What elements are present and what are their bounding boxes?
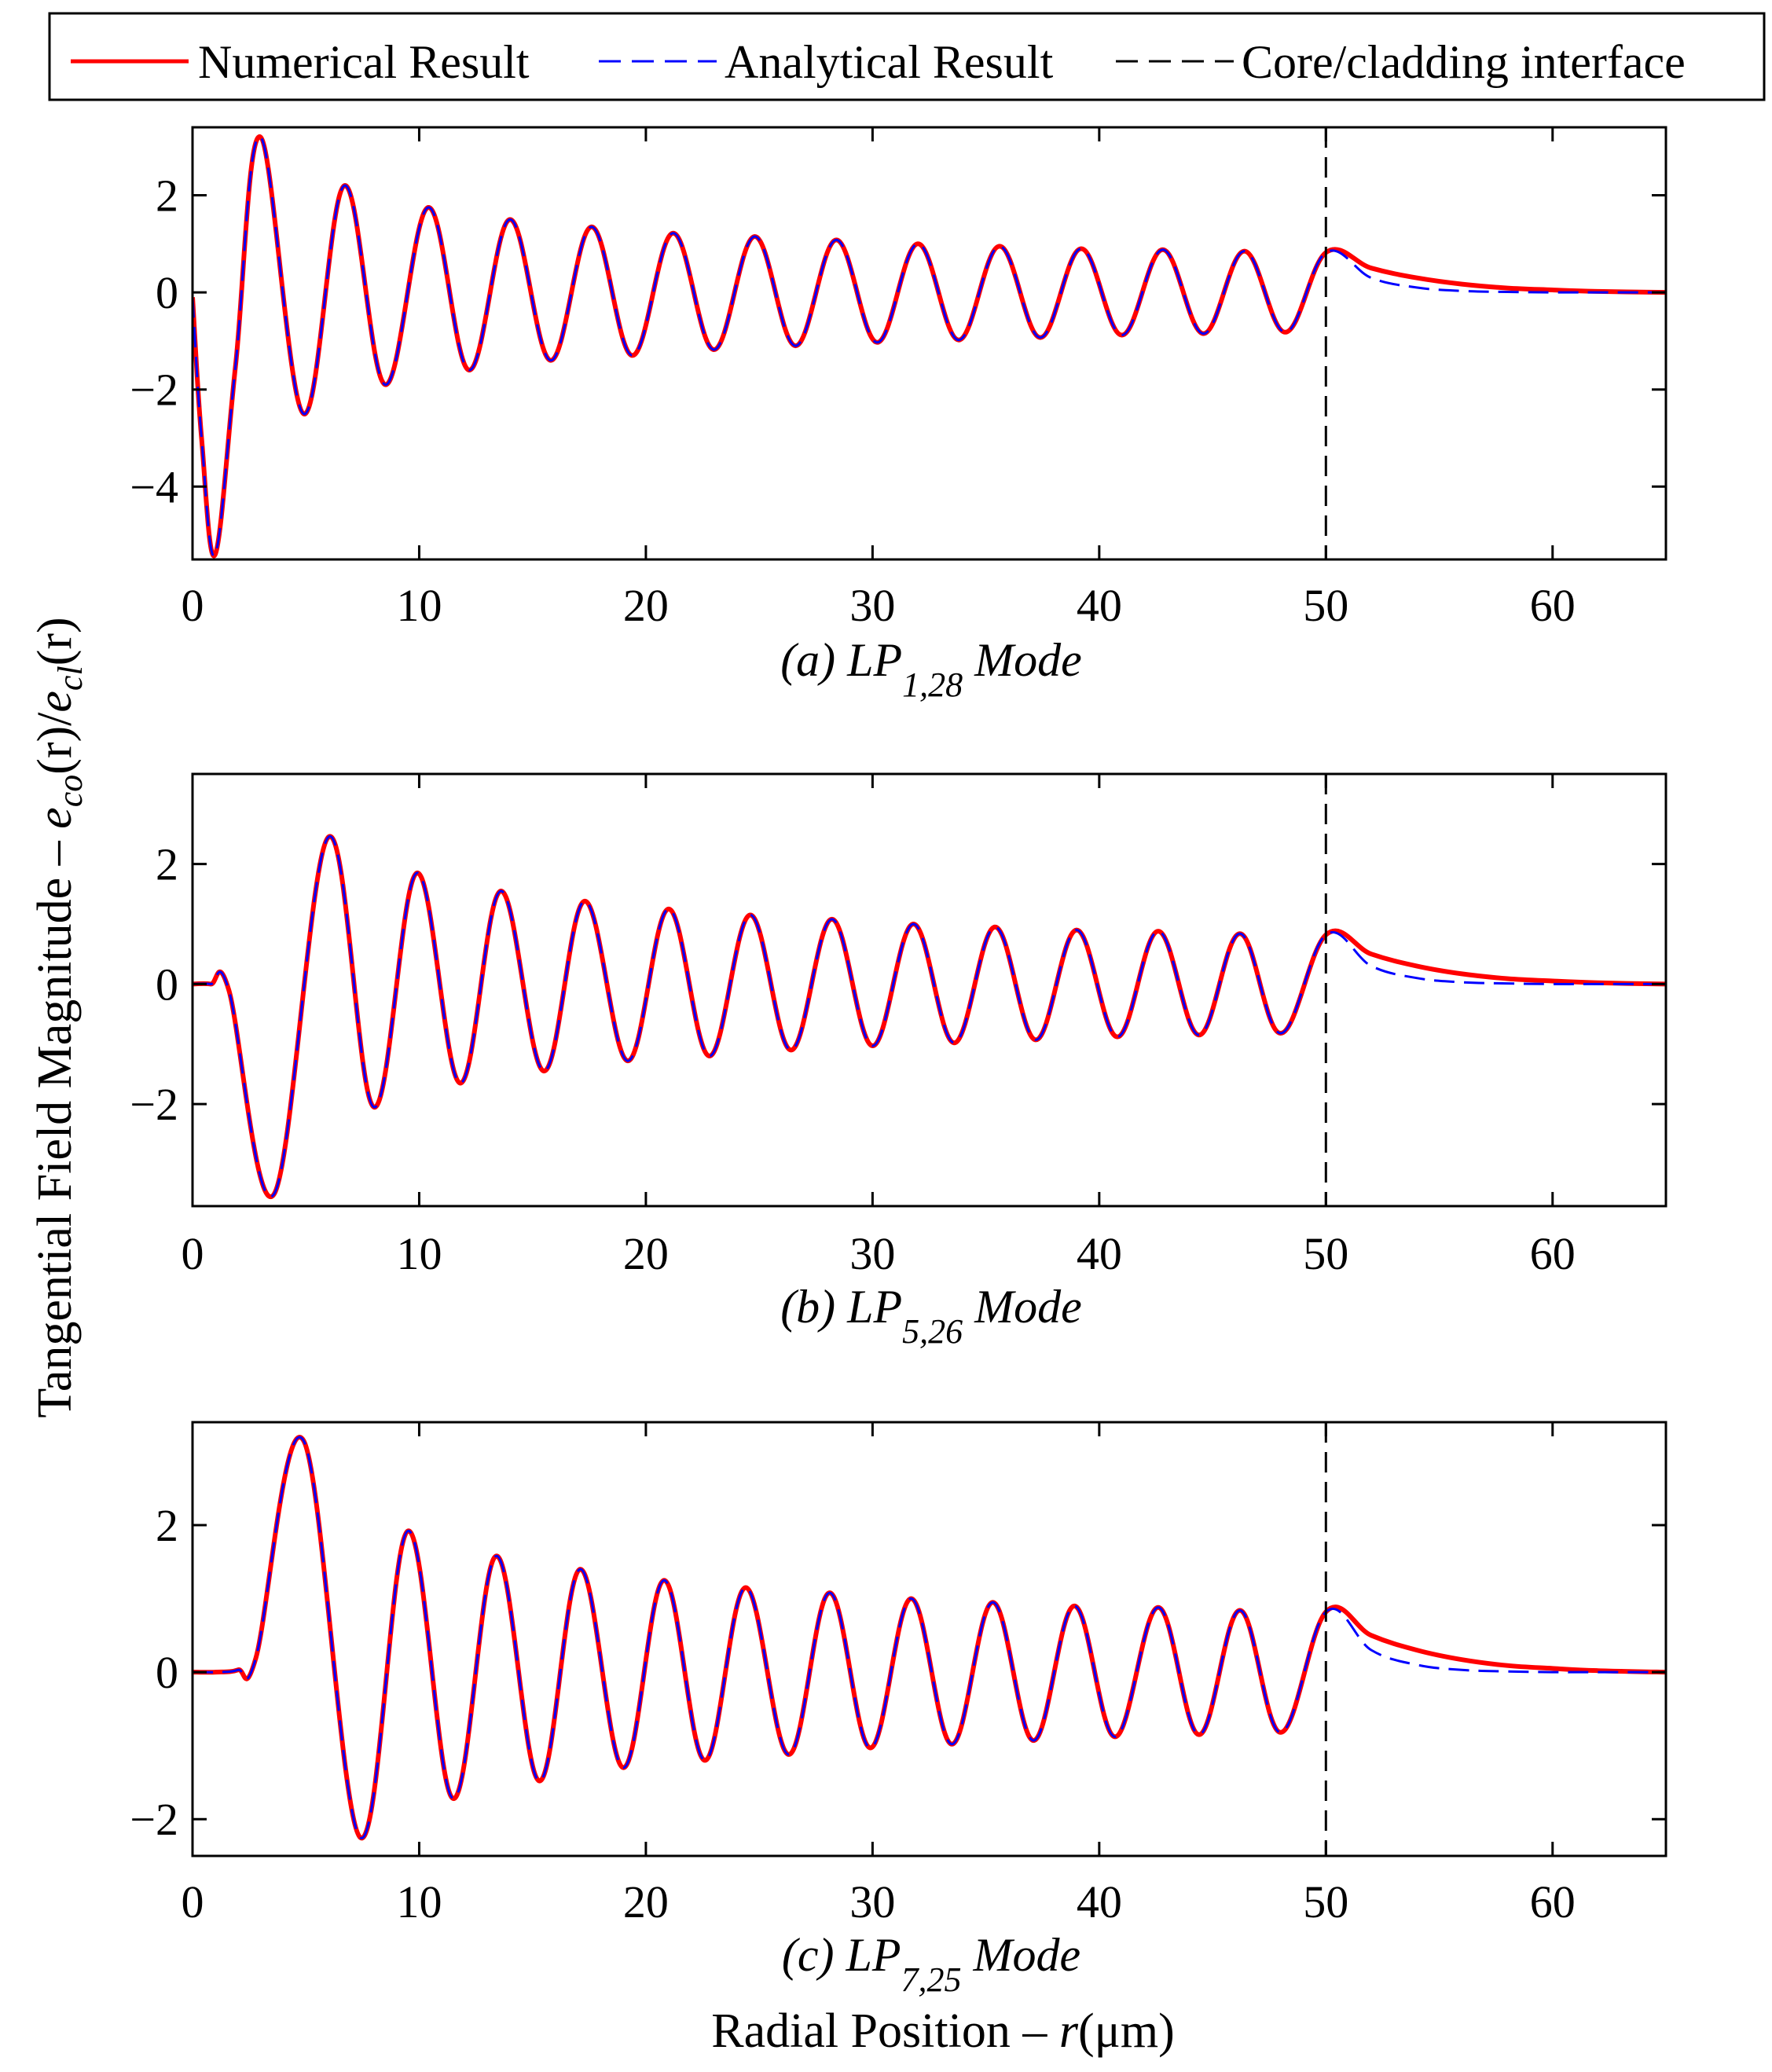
series-line-numerical [193,134,1666,559]
plot-frame [191,772,1667,1208]
x-tick-label: 50 [1303,1228,1348,1279]
x-tick-label: 0 [182,1228,204,1279]
panel-caption-sub: 7,25 [901,1960,962,1999]
x-tick-label: 10 [396,1876,442,1927]
series-line-numerical [193,834,1666,1199]
x-tick-label: 40 [1077,580,1122,631]
legend-box [48,12,1766,101]
y-axis-label-prefix: Tangential Field Magnitude – [28,829,82,1418]
series-line-analytical [193,835,1666,1198]
y-axis-label-sub1: co [51,775,90,808]
plot-frame [191,126,1667,561]
x-tick-label: 60 [1530,1876,1576,1927]
series-group [193,834,1666,1199]
series-line-analytical [193,135,1666,558]
y-tick-label: 2 [156,839,178,890]
x-axis-label-unit: (μm) [1078,2004,1175,2058]
legend-label-numerical: Numerical Result [198,36,530,88]
x-tick-label: 10 [396,580,442,631]
x-tick-label: 50 [1303,580,1348,631]
x-tick-label: 0 [182,1876,204,1927]
panel-caption-sub: 5,26 [902,1312,963,1351]
panel-caption-prefix: (a) LP [780,634,902,686]
y-tick-label: 0 [156,959,178,1010]
y-tick-label: 2 [156,171,178,222]
series-line-numerical [193,1435,1666,1840]
x-tick-label: 20 [623,1876,669,1927]
panel-caption-prefix: (c) LP [782,1929,901,1981]
x-tick-label: 30 [849,1228,895,1279]
panel-caption-suffix: Mode [963,634,1082,686]
y-axis-label-e2: e [28,691,82,713]
y-axis-label-e1: e [28,807,82,829]
plot-frame [191,1421,1667,1857]
x-tick-label: 40 [1077,1876,1122,1927]
y-tick-label: −4 [130,461,178,512]
legend-label-interface: Core/cladding interface [1242,36,1686,88]
x-tick-label: 20 [623,1228,669,1279]
x-axis-label-prefix: Radial Position – [711,2004,1059,2058]
x-tick-label: 20 [623,580,669,631]
panel-caption: (b) LP5,26 Mode [780,1281,1082,1351]
panel-caption-suffix: Mode [963,1281,1082,1333]
y-tick-label: −2 [130,1794,178,1845]
panel-caption-suffix: Mode [962,1929,1081,1981]
series-group [193,1435,1666,1840]
legend: Numerical Result Analytical Result Core/… [48,12,1766,101]
y-tick-label: 2 [156,1500,178,1551]
y-axis-label-mid: (r)/ [28,712,82,775]
x-axis-label-var: r [1059,2004,1079,2058]
y-axis-label-sub2: cl [51,666,90,691]
x-tick-label: 50 [1303,1876,1348,1927]
x-tick-label: 40 [1077,1228,1122,1279]
series-line-analytical [193,1436,1666,1839]
x-tick-label: 30 [849,580,895,631]
legend-label-analytical: Analytical Result [725,36,1054,88]
x-tick-label: 60 [1530,1228,1576,1279]
x-tick-label: 60 [1530,580,1576,631]
series-group [193,134,1666,559]
y-axis-label: Tangential Field Magnitude – eco(r)/ecl(… [28,617,90,1417]
y-tick-label: 0 [156,1647,178,1698]
x-tick-label: 30 [849,1876,895,1927]
panel-caption-prefix: (b) LP [780,1281,902,1333]
panel-caption: (c) LP7,25 Mode [782,1929,1080,1999]
panel-caption-sub: 1,28 [902,666,963,704]
y-tick-label: −2 [130,1079,178,1130]
panel-caption: (a) LP1,28 Mode [780,634,1082,704]
x-tick-label: 0 [182,580,204,631]
y-axis-label-end: (r) [28,617,82,666]
y-tick-label: 0 [156,267,178,318]
y-tick-label: −2 [130,365,178,416]
x-axis-label: Radial Position – r(μm) [711,2004,1175,2058]
x-tick-label: 10 [396,1228,442,1279]
